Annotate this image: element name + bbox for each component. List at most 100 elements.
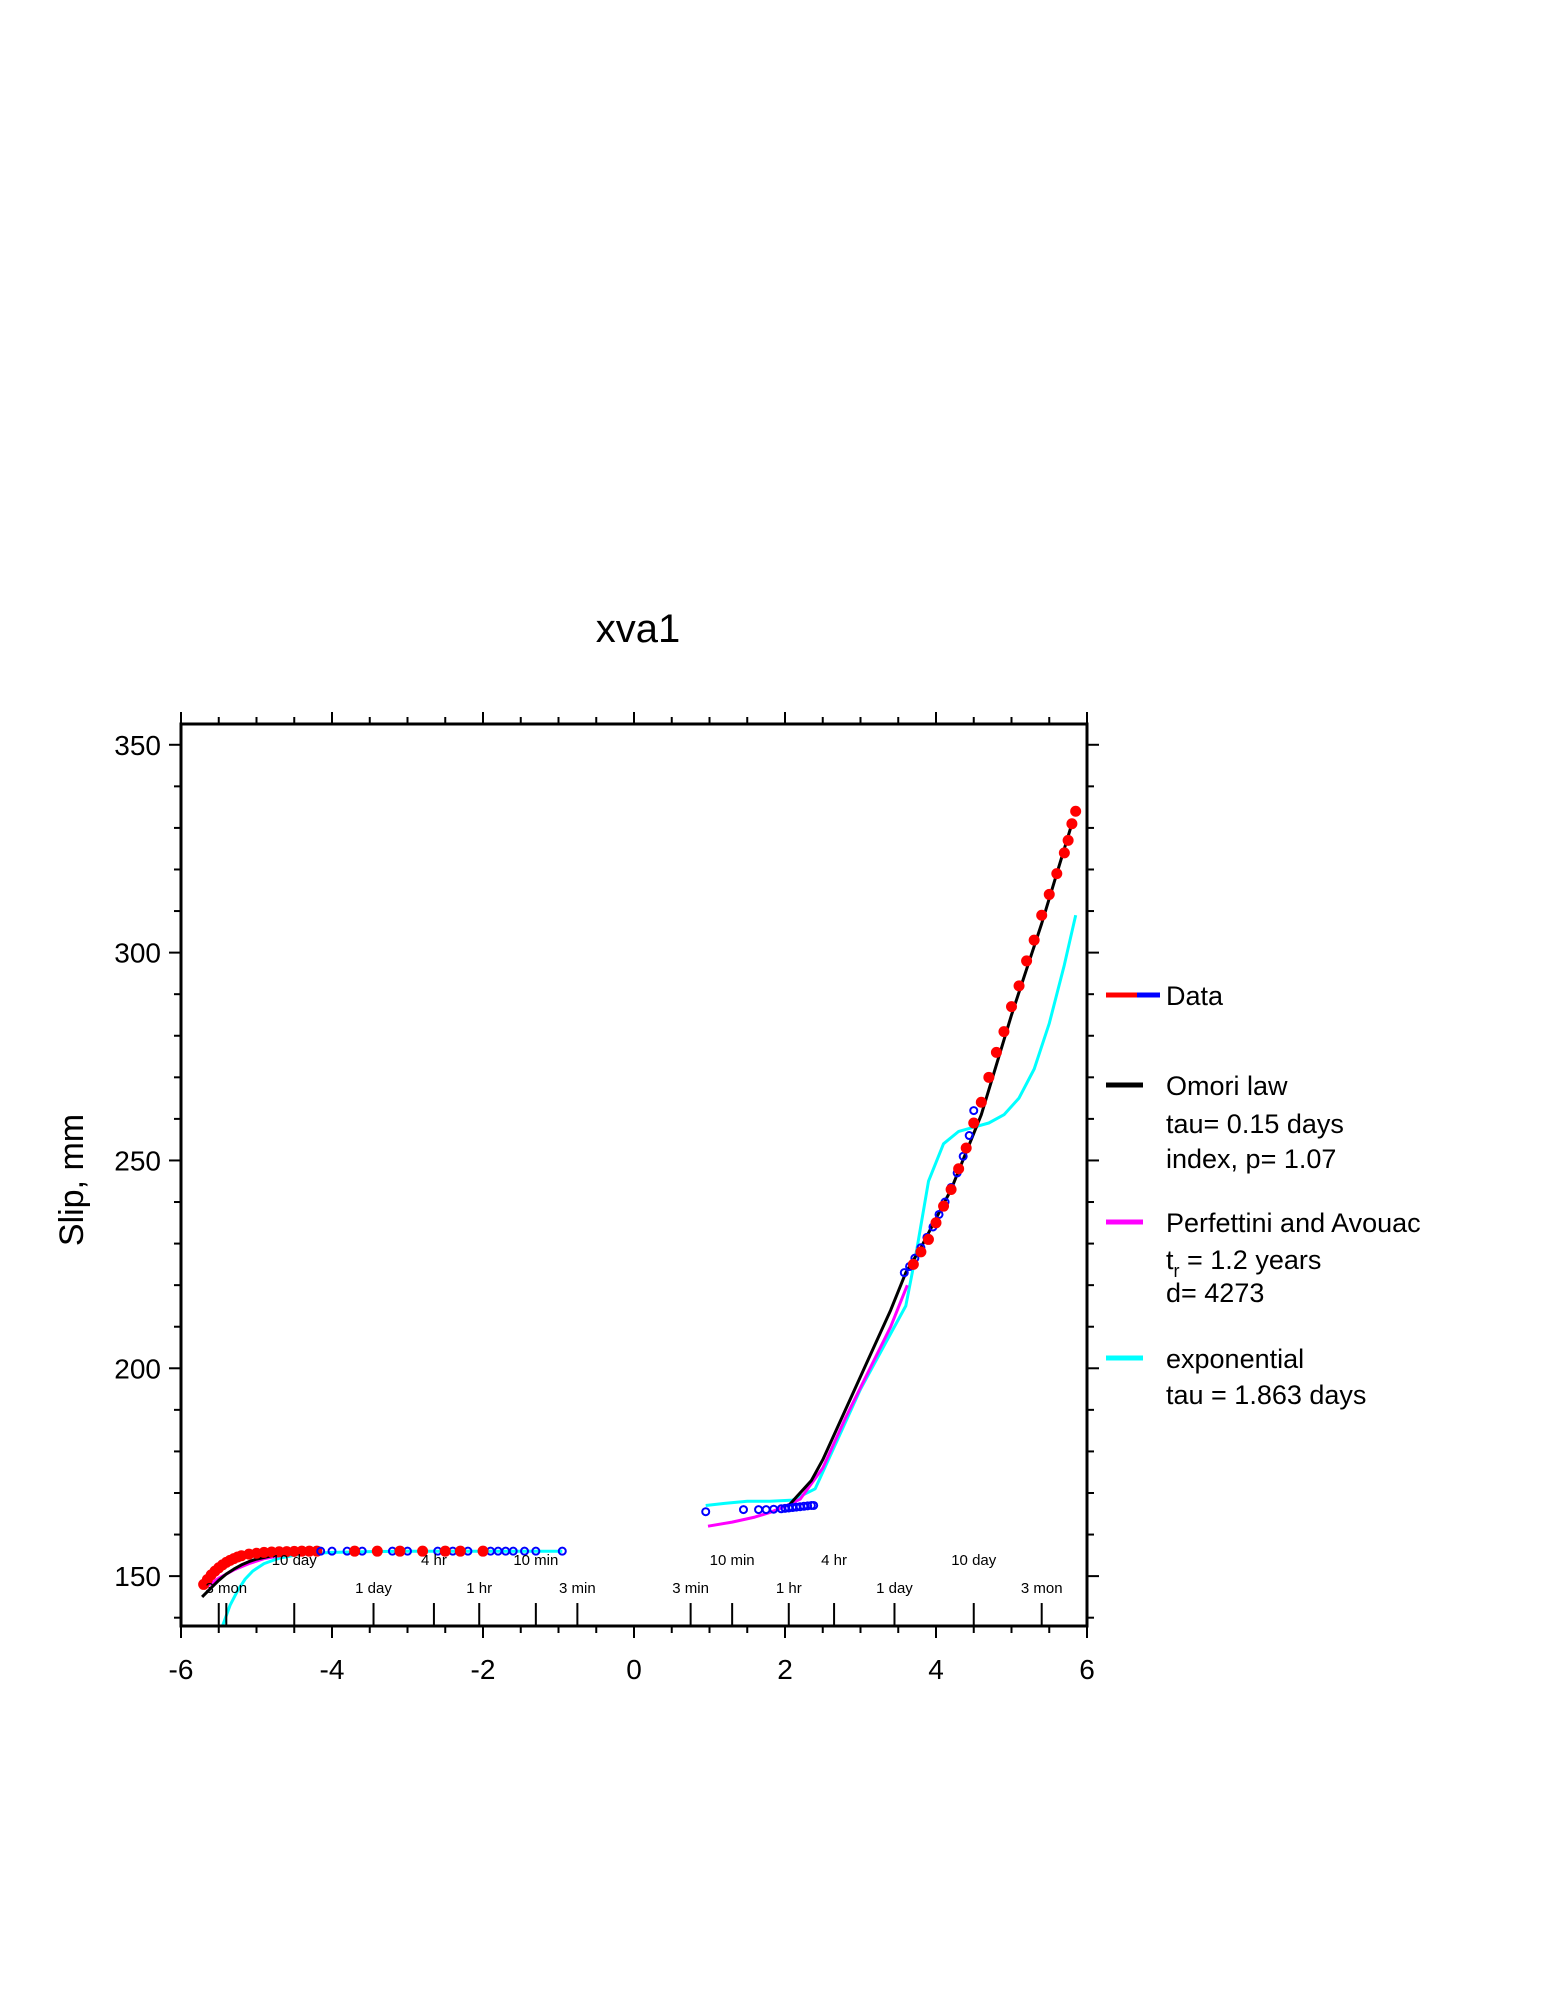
y-tick-label: 350 bbox=[114, 730, 161, 761]
data-point-data bbox=[371, 1545, 383, 1557]
data-point-data bbox=[477, 1545, 489, 1557]
time-axis-label-upper: 10 min bbox=[513, 1552, 558, 1569]
data-point-data bbox=[439, 1545, 451, 1557]
data-point-data bbox=[557, 1546, 567, 1556]
time-axis-label-upper: 10 day bbox=[272, 1552, 318, 1569]
data-point-data bbox=[899, 1268, 909, 1278]
x-tick-label: 4 bbox=[928, 1654, 944, 1685]
plot-frame bbox=[179, 722, 1089, 1628]
data-point-data bbox=[922, 1233, 934, 1245]
time-axis-label-lower: 3 min bbox=[559, 1580, 596, 1597]
x-tick-label: -6 bbox=[169, 1654, 194, 1685]
legend-exponential-tau: tau = 1.863 days bbox=[1166, 1380, 1366, 1410]
data-point-data bbox=[417, 1545, 429, 1557]
data-point-data bbox=[983, 1071, 995, 1083]
data-point-data bbox=[915, 1246, 927, 1258]
legend-perfettini-tr: tr = 1.2 years bbox=[1166, 1245, 1321, 1281]
data-point-data bbox=[968, 1117, 980, 1129]
x-tick-label: 2 bbox=[777, 1654, 793, 1685]
data-point-data bbox=[998, 1026, 1010, 1038]
time-axis-label-lower: 1 day bbox=[876, 1580, 913, 1597]
data-point-data bbox=[960, 1142, 972, 1154]
time-axis-label-lower: 3 mon bbox=[205, 1580, 247, 1597]
data-point-data bbox=[1013, 980, 1025, 992]
data-point-data bbox=[531, 1546, 541, 1556]
data-point-data bbox=[454, 1545, 466, 1557]
y-tick-label: 200 bbox=[114, 1353, 161, 1384]
data-point-data bbox=[1036, 909, 1048, 921]
time-axis-label-upper: 10 day bbox=[951, 1552, 997, 1569]
data-point-data bbox=[754, 1505, 764, 1515]
data-point-data bbox=[934, 1209, 944, 1219]
time-axis-label-lower: 1 hr bbox=[466, 1580, 492, 1597]
data-point-data bbox=[953, 1163, 965, 1175]
time-axis: 10 day 4 hr 10 min 10 min 4 hr 10 day 3 mon 1 d… bbox=[205, 1552, 1063, 1628]
series-line-perfettini-and-avouac bbox=[707, 1284, 909, 1528]
data-point-data bbox=[990, 1046, 1002, 1058]
data-point-data bbox=[1070, 805, 1082, 817]
data-point-data bbox=[958, 1151, 968, 1161]
data-point-data bbox=[969, 1106, 979, 1116]
legend-perfettini-r-subscript: r bbox=[1174, 1261, 1180, 1281]
data-point-data bbox=[761, 1505, 771, 1515]
legend: Data Omori law tau= 0.15 days index, p= … bbox=[1106, 981, 1421, 1410]
data-point-data bbox=[1028, 934, 1040, 946]
series-group bbox=[198, 805, 1082, 1626]
data-point-data bbox=[520, 1546, 530, 1556]
time-axis-label-upper: 10 min bbox=[710, 1552, 755, 1569]
legend-label-data: Data bbox=[1166, 981, 1224, 1011]
data-point-data bbox=[1021, 955, 1033, 967]
data-point-data bbox=[938, 1200, 950, 1212]
legend-perfettini-t: t bbox=[1166, 1245, 1174, 1275]
data-point-data bbox=[1058, 847, 1070, 859]
legend-label-perfettini: Perfettini and Avouac bbox=[1166, 1208, 1421, 1238]
data-point-data bbox=[1062, 834, 1074, 846]
data-point-data bbox=[930, 1217, 942, 1229]
y-tick-label: 300 bbox=[114, 938, 161, 969]
data-point-data bbox=[316, 1546, 326, 1556]
data-point-data bbox=[945, 1184, 957, 1196]
x-tick-label: 0 bbox=[626, 1654, 642, 1685]
series-line-omori-law bbox=[787, 823, 1074, 1507]
y-axis-label: Slip, mm bbox=[53, 1114, 91, 1246]
x-tick-label: -2 bbox=[471, 1654, 496, 1685]
data-point-data bbox=[1051, 868, 1063, 880]
legend-entry-omori: Omori law tau= 0.15 days index, p= 1.07 bbox=[1106, 1071, 1344, 1174]
time-axis-label-lower: 1 hr bbox=[776, 1580, 802, 1597]
data-point-data bbox=[508, 1546, 518, 1556]
data-point-data bbox=[327, 1546, 337, 1556]
data-point-data bbox=[738, 1505, 748, 1515]
legend-omori-tau: tau= 0.15 days bbox=[1166, 1109, 1344, 1139]
data-point-data bbox=[907, 1258, 919, 1270]
series-line-exponential bbox=[705, 914, 1078, 1507]
data-point-data bbox=[1006, 1001, 1017, 1013]
legend-entry-data: Data bbox=[1106, 981, 1224, 1011]
tick-labels: -6 -4 -2 0 2 4 6 150 200 250 300 350 bbox=[114, 730, 1095, 1685]
data-point-data bbox=[349, 1545, 361, 1557]
data-point-data bbox=[1043, 888, 1055, 900]
x-tick-label: 6 bbox=[1079, 1654, 1095, 1685]
legend-perfettini-d: d= 4273 bbox=[1166, 1278, 1264, 1308]
data-point-data bbox=[975, 1096, 987, 1108]
time-axis-label-lower: 1 day bbox=[355, 1580, 392, 1597]
time-axis-label-lower: 3 min bbox=[672, 1580, 709, 1597]
legend-perfettini-years: = 1.2 years bbox=[1180, 1245, 1322, 1275]
data-point-data bbox=[964, 1131, 974, 1141]
legend-entry-exponential: exponential tau = 1.863 days bbox=[1106, 1344, 1366, 1410]
y-tick-label: 250 bbox=[114, 1145, 161, 1176]
time-axis-label-lower: 3 mon bbox=[1021, 1580, 1063, 1597]
data-point-data bbox=[1066, 818, 1078, 830]
legend-omori-index: index, p= 1.07 bbox=[1166, 1144, 1336, 1174]
y-tick-label: 150 bbox=[114, 1561, 161, 1592]
legend-label-omori: Omori law bbox=[1166, 1071, 1288, 1101]
plot-area bbox=[198, 805, 1082, 1626]
time-axis-label-upper: 4 hr bbox=[821, 1552, 847, 1569]
data-point-data bbox=[701, 1507, 711, 1517]
x-tick-label: -4 bbox=[320, 1654, 345, 1685]
data-point-data bbox=[394, 1545, 406, 1557]
legend-label-exponential: exponential bbox=[1166, 1344, 1304, 1374]
legend-entry-perfettini: Perfettini and Avouac tr = 1.2 years d= … bbox=[1106, 1208, 1421, 1308]
chart-title: xva1 bbox=[596, 607, 681, 651]
data-point-data bbox=[809, 1500, 819, 1510]
